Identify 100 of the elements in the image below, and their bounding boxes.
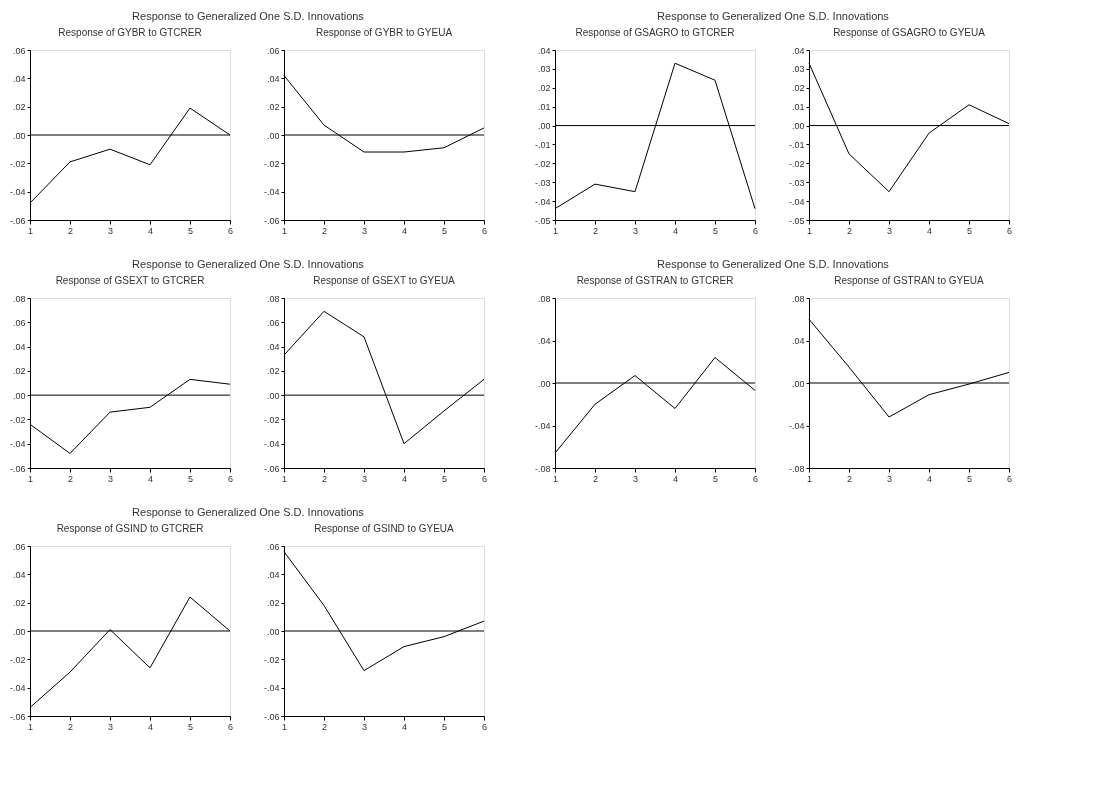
x-tick-label: 3 (886, 473, 893, 484)
x-tick-label: 4 (147, 721, 154, 732)
x-tick-label: 2 (67, 225, 74, 236)
y-tick-label: .00 (12, 626, 26, 637)
y-tick-label: .00 (791, 378, 805, 389)
y-tick-label: .02 (266, 598, 280, 609)
x-tick-label: 5 (966, 473, 973, 484)
x-tick-label: 1 (281, 225, 288, 236)
y-tick-label: -.04 (9, 683, 26, 694)
y-tick-label: .02 (12, 366, 26, 377)
text: Response to Generalized One S.D. Innovations (132, 9, 365, 22)
y-tick-label: .01 (537, 102, 551, 113)
x-tick-label: 2 (846, 225, 853, 236)
y-tick-label: -.08 (788, 463, 805, 474)
x-tick-label: 4 (401, 721, 408, 732)
y-tick-label: -.06 (263, 711, 280, 722)
y-tick-label: -.02 (9, 654, 26, 665)
y-tick-label: -.03 (788, 177, 805, 188)
chart-title: Response of GSAGRO to GTCRER (575, 27, 735, 38)
y-tick-label: .06 (12, 317, 26, 328)
y-tick-label: .02 (791, 83, 805, 94)
chart-title: Response of GYBR to GYEUA (315, 27, 453, 38)
x-tick-label: 4 (672, 473, 679, 484)
y-tick-label: -.01 (534, 139, 551, 150)
x-tick-label: 1 (27, 473, 34, 484)
y-tick-label: -.02 (9, 158, 26, 169)
y-tick-label: -.02 (534, 158, 551, 169)
x-tick-label: 2 (592, 473, 599, 484)
y-tick-label: .04 (537, 336, 551, 346)
x-tick-label: 2 (67, 721, 74, 732)
text: Response to Generalized One S.D. Innovations (657, 9, 890, 22)
x-tick-label: 1 (281, 473, 288, 484)
y-tick-label: .04 (791, 336, 805, 346)
x-tick-label: 5 (187, 473, 194, 484)
y-tick-label: .00 (537, 121, 551, 132)
y-tick-label: -.06 (263, 463, 280, 474)
x-tick-label: 1 (281, 721, 288, 732)
x-tick-label: 6 (481, 225, 488, 236)
y-tick-label: -.06 (263, 215, 280, 226)
x-tick-label: 5 (441, 473, 448, 484)
x-tick-label: 6 (752, 473, 759, 484)
x-tick-label: 5 (187, 721, 194, 732)
y-tick-label: -.08 (534, 463, 551, 474)
x-tick-label: 3 (361, 225, 368, 236)
y-tick-label: -.03 (534, 177, 551, 188)
y-tick-label: -.06 (9, 215, 26, 226)
y-tick-label: .01 (791, 102, 805, 113)
y-tick-label: -.05 (534, 215, 551, 226)
x-tick-label: 6 (227, 721, 234, 732)
x-tick-label: 1 (27, 721, 34, 732)
y-tick-label: -.06 (9, 711, 26, 722)
x-tick-label: 3 (361, 473, 368, 484)
y-tick-label: .00 (791, 121, 805, 132)
y-tick-label: .00 (266, 130, 280, 141)
y-tick-label: -.06 (9, 463, 26, 474)
y-tick-label: -.02 (263, 158, 280, 169)
y-tick-label: .04 (12, 569, 26, 580)
y-tick-label: .04 (266, 73, 280, 84)
text: Response to Generalized One S.D. Innovations (657, 257, 890, 270)
x-tick-label: 5 (441, 225, 448, 236)
y-tick-label: .06 (266, 541, 280, 552)
x-tick-label: 1 (806, 473, 813, 484)
x-tick-label: 4 (926, 473, 933, 484)
chart-title: Response of GSTRAN to GYEUA (834, 275, 985, 286)
x-tick-label: 5 (712, 225, 719, 236)
y-tick-label: .00 (266, 390, 280, 401)
y-tick-label: .03 (537, 64, 551, 75)
y-tick-label: .00 (537, 378, 551, 389)
y-tick-label: .04 (266, 342, 280, 353)
y-tick-label: .02 (12, 102, 26, 113)
x-tick-label: 2 (321, 225, 328, 236)
y-tick-label: .02 (266, 102, 280, 113)
x-tick-label: 4 (672, 225, 679, 236)
x-tick-label: 3 (107, 473, 114, 484)
y-tick-label: .04 (266, 569, 280, 580)
x-tick-label: 2 (321, 721, 328, 732)
y-tick-label: -.04 (534, 196, 551, 207)
x-tick-label: 5 (712, 473, 719, 484)
text: Response to Generalized One S.D. Innovations (132, 505, 365, 518)
x-tick-label: 1 (552, 225, 559, 236)
y-tick-label: -.02 (9, 414, 26, 425)
y-tick-label: .04 (12, 73, 26, 84)
x-tick-label: 2 (67, 473, 74, 484)
x-tick-label: 3 (886, 225, 893, 236)
y-tick-label: -.04 (9, 439, 26, 450)
y-tick-label: -.02 (263, 414, 280, 425)
y-tick-label: -.04 (263, 187, 280, 198)
x-tick-label: 3 (107, 225, 114, 236)
chart-title: Response of GSAGRO to GYEUA (833, 27, 986, 38)
x-tick-label: 6 (481, 473, 488, 484)
x-tick-label: 6 (481, 721, 488, 732)
y-tick-label: .04 (537, 45, 551, 56)
x-tick-label: 6 (1006, 473, 1013, 484)
x-tick-label: 3 (107, 721, 114, 732)
x-tick-label: 5 (441, 721, 448, 732)
y-tick-label: .00 (12, 130, 26, 141)
y-tick-label: .06 (12, 541, 26, 552)
y-tick-label: -.04 (788, 421, 805, 431)
x-tick-label: 4 (926, 225, 933, 236)
chart-title: Response of GSEXT to GTCRER (55, 275, 205, 286)
